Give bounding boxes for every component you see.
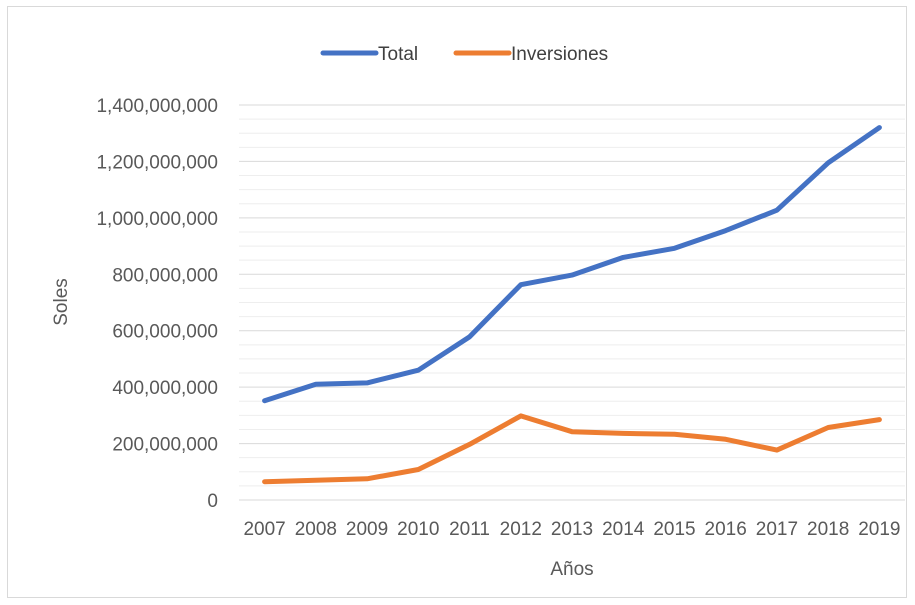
legend: Total Inversiones — [320, 44, 608, 65]
x-tick-label: 2015 — [653, 519, 695, 540]
y-tick-label: 1,400,000,000 — [96, 96, 218, 117]
x-tick-label: 2007 — [243, 519, 285, 540]
x-tick-label: 2016 — [705, 519, 747, 540]
legend-label: Inversiones — [511, 44, 608, 65]
legend-label: Total — [378, 44, 418, 65]
y-tick-label: 0 — [207, 491, 218, 512]
x-tick-label: 2011 — [449, 519, 490, 540]
y-tick-label: 1,000,000,000 — [96, 209, 218, 230]
y-tick-label: 200,000,000 — [112, 435, 218, 456]
x-tick-label: 2019 — [858, 519, 900, 540]
series-line-total — [262, 125, 882, 404]
x-tick-label: 2009 — [346, 519, 388, 540]
x-tick-label: 2014 — [602, 519, 645, 540]
y-tick-label: 1,200,000,000 — [96, 152, 218, 173]
x-tick-label: 2012 — [500, 519, 542, 540]
x-axis-title: Años — [550, 559, 593, 580]
x-axis-ticks: 2007 2008 2009 2010 2011 2012 2013 2014 2015 2016… — [243, 519, 900, 540]
x-tick-label: 2018 — [807, 519, 849, 540]
gridlines — [239, 104, 905, 501]
x-tick-label: 2013 — [551, 519, 593, 540]
series-line-inversiones — [262, 413, 882, 485]
x-tick-label: 2008 — [295, 519, 337, 540]
y-tick-label: 400,000,000 — [112, 378, 218, 399]
series-lines — [262, 125, 882, 485]
y-tick-label: 600,000,000 — [112, 322, 218, 343]
y-axis-ticks: 0 200,000,000 400,000,000 600,000,000 800,00… — [96, 96, 218, 512]
x-tick-label: 2010 — [397, 519, 439, 540]
y-tick-label: 800,000,000 — [112, 265, 218, 286]
y-axis-title: Soles — [51, 278, 72, 326]
x-tick-label: 2017 — [756, 519, 798, 540]
